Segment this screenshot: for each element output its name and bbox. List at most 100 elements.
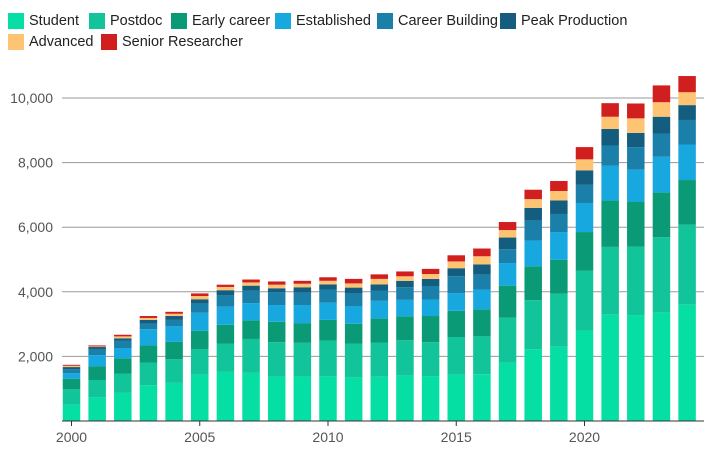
bar-peak-production-2002 <box>114 338 132 341</box>
bar-early-career-2012 <box>370 318 389 343</box>
bar-early-career-2003 <box>139 345 158 363</box>
bar-advanced-2021 <box>601 116 619 129</box>
x-tick-label: 2015 <box>441 429 472 445</box>
bar-advanced-2014 <box>421 274 440 279</box>
bar-student-2020 <box>575 330 594 421</box>
bar-senior-researcher-2019 <box>550 181 568 192</box>
bar-peak-production-2015 <box>447 268 465 277</box>
bar-advanced-2011 <box>344 283 363 288</box>
bar-early-career-2004 <box>165 341 183 360</box>
legend-label-postdoc: Postdoc <box>110 13 163 29</box>
bar-established-2012 <box>370 300 389 319</box>
bar-early-career-2014 <box>421 316 440 343</box>
bar-senior-researcher-2017 <box>498 222 517 231</box>
y-tick-label: 4,000 <box>18 284 53 300</box>
bar-advanced-2015 <box>447 261 465 269</box>
legend-item-senior-researcher: Senior Researcher <box>101 32 243 52</box>
bar-career-building-2010 <box>319 289 337 303</box>
bar-established-2019 <box>550 232 568 260</box>
bar-advanced-2008 <box>267 284 286 289</box>
bar-senior-researcher-2003 <box>139 316 158 318</box>
bar-advanced-2005 <box>191 296 209 300</box>
bar-early-career-2000 <box>62 378 81 390</box>
legend-swatch-early-career <box>171 13 187 29</box>
bar-early-career-2020 <box>575 232 594 271</box>
bar-career-building-2016 <box>473 274 491 290</box>
bar-early-career-2015 <box>447 310 465 338</box>
bar-career-building-2018 <box>524 220 542 241</box>
bar-postdoc-2017 <box>498 317 517 363</box>
bar-established-2013 <box>396 299 414 317</box>
bar-advanced-2013 <box>396 276 414 281</box>
legend-label-early-career: Early career <box>192 13 271 29</box>
bar-career-building-2024 <box>678 119 696 145</box>
bar-career-building-2011 <box>344 293 363 307</box>
bar-advanced-2019 <box>550 191 568 201</box>
bar-senior-researcher-2004 <box>165 311 183 314</box>
bar-early-career-2008 <box>267 321 286 343</box>
legend-swatch-postdoc <box>89 13 105 29</box>
bar-postdoc-2000 <box>62 389 81 405</box>
axes: 2,000 4,000 6,000 8,000 10,000 2000 2005 2010 20… <box>10 90 704 445</box>
legend-item-peak-production: Peak Production <box>500 11 627 31</box>
bar-career-building-2013 <box>396 287 414 300</box>
legend-item-postdoc: Postdoc <box>89 11 162 31</box>
bar-established-2021 <box>601 165 619 201</box>
bar-established-2024 <box>678 144 696 181</box>
bar-early-career-2005 <box>191 330 209 349</box>
bar-established-2000 <box>62 373 81 379</box>
y-tick-label: 8,000 <box>18 155 53 171</box>
bar-career-building-2020 <box>575 184 594 203</box>
bar-postdoc-2012 <box>370 342 389 377</box>
bar-peak-production-2005 <box>191 299 209 304</box>
bar-postdoc-2016 <box>473 336 491 375</box>
bar-peak-production-2020 <box>575 170 594 185</box>
legend-label-peak-production: Peak Production <box>521 13 628 29</box>
bar-peak-production-2000 <box>62 367 81 370</box>
bar-senior-researcher-2010 <box>319 277 337 281</box>
bar-student-2000 <box>62 404 81 421</box>
bar-established-2003 <box>139 329 158 346</box>
bar-established-2002 <box>114 348 132 359</box>
bar-senior-researcher-2002 <box>114 334 132 337</box>
bar-early-career-2021 <box>601 200 619 247</box>
bar-established-2016 <box>473 289 491 310</box>
bar-student-2024 <box>678 304 696 421</box>
y-tick-label: 6,000 <box>18 219 53 235</box>
bar-senior-researcher-2021 <box>601 103 619 117</box>
bar-senior-researcher-2012 <box>370 274 389 279</box>
bar-postdoc-2014 <box>421 342 440 377</box>
bar-student-2014 <box>421 376 440 421</box>
bar-postdoc-2020 <box>575 270 594 331</box>
bar-postdoc-2021 <box>601 246 619 315</box>
bar-career-building-2008 <box>267 292 286 306</box>
legend-item-advanced: Advanced <box>8 32 94 52</box>
bar-early-career-2009 <box>293 323 312 343</box>
legend-swatch-established <box>275 13 291 29</box>
bar-peak-production-2019 <box>550 200 568 214</box>
bar-peak-production-2022 <box>627 132 645 148</box>
legend-label-career-building: Career Building <box>398 13 498 29</box>
bar-established-2011 <box>344 306 363 324</box>
bar-early-career-2022 <box>627 202 645 247</box>
bar-postdoc-2024 <box>678 224 696 305</box>
bar-student-2004 <box>165 382 183 421</box>
bar-student-2016 <box>473 374 491 421</box>
bar-postdoc-2009 <box>293 342 312 377</box>
bar-student-2007 <box>242 372 260 421</box>
bar-early-career-2006 <box>216 324 235 344</box>
legend-item-student: Student <box>8 11 79 31</box>
bar-postdoc-2015 <box>447 337 465 375</box>
bar-senior-researcher-2018 <box>524 189 542 200</box>
bar-career-building-2017 <box>498 249 517 264</box>
bar-early-career-2013 <box>396 316 414 341</box>
bar-career-building-2021 <box>601 145 619 166</box>
bar-advanced-2018 <box>524 199 542 208</box>
bar-advanced-2016 <box>473 256 491 265</box>
bar-career-building-2009 <box>293 292 312 306</box>
bar-early-career-2001 <box>88 366 106 380</box>
bar-career-building-2005 <box>191 303 209 313</box>
bar-peak-production-2016 <box>473 264 491 275</box>
bar-established-2014 <box>421 299 440 317</box>
